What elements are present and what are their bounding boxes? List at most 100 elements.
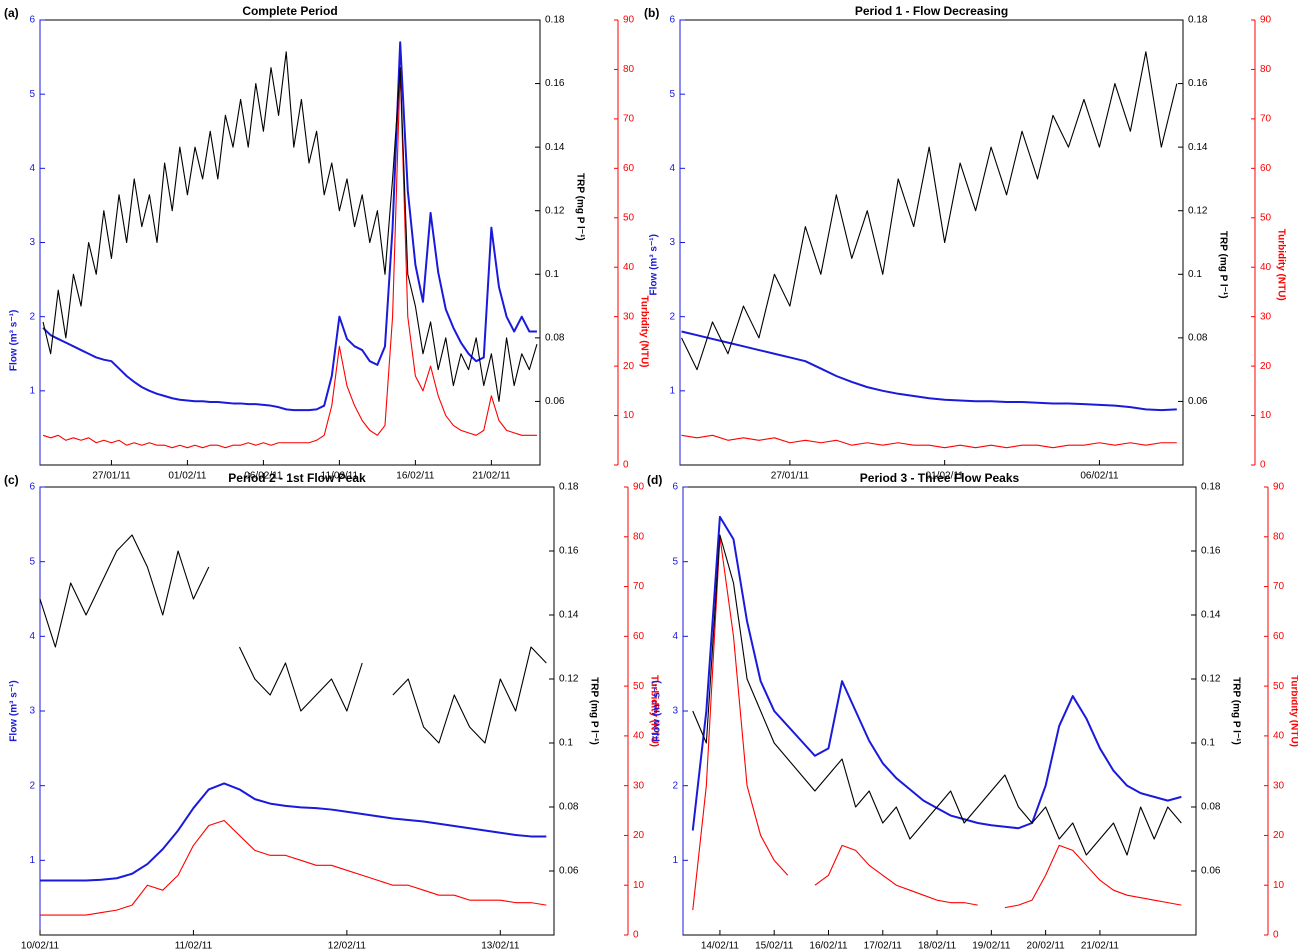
y2-tick-label: 0.06 bbox=[1188, 396, 1208, 407]
y3-tick-label: 90 bbox=[1260, 15, 1272, 26]
y-tick-label: 6 bbox=[29, 15, 35, 26]
series-line bbox=[691, 515, 1182, 831]
plot-frame bbox=[39, 486, 555, 936]
series-line bbox=[681, 330, 1177, 412]
y2-tick-label: 0.18 bbox=[559, 482, 579, 493]
y3-tick-label: 50 bbox=[623, 212, 635, 223]
y2-tick-label: 0.1 bbox=[559, 738, 573, 749]
chart-title: Period 1 - Flow Decreasing bbox=[855, 4, 1008, 18]
x-tick-label: 16/02/11 bbox=[809, 941, 848, 950]
axis-title: TRP (mg P l⁻¹) bbox=[1217, 231, 1228, 299]
series-line bbox=[692, 534, 1182, 856]
y-tick-label: 4 bbox=[29, 631, 35, 642]
y-tick-label: 5 bbox=[29, 556, 35, 567]
axis-title: TRP (mg P l⁻¹) bbox=[1230, 677, 1241, 745]
y2-tick-label: 0.08 bbox=[559, 802, 579, 813]
y-tick-label: 1 bbox=[672, 855, 678, 866]
chart-title: Period 3 - Three Flow Peaks bbox=[860, 471, 1020, 485]
y2-tick-label: 0.06 bbox=[1201, 866, 1221, 877]
x-tick-label: 12/02/11 bbox=[328, 941, 367, 950]
x-tick-label: 01/02/11 bbox=[926, 471, 965, 482]
axis-title: TRP (mg P l⁻¹) bbox=[574, 173, 585, 241]
panel-label: (c) bbox=[4, 473, 19, 487]
axis-title: Flow (m³ s⁻¹) bbox=[652, 680, 663, 741]
y2-tick-label: 0.1 bbox=[1201, 738, 1215, 749]
y3-tick-label: 30 bbox=[633, 780, 645, 791]
y2-tick-label: 0.18 bbox=[1188, 15, 1208, 26]
y3-tick-label: 0 bbox=[633, 930, 639, 941]
y2-tick-label: 0.16 bbox=[545, 78, 565, 89]
series-line bbox=[42, 51, 538, 402]
axis-title: Turbidity (NTU) bbox=[1288, 675, 1298, 747]
y3-tick-label: 10 bbox=[633, 880, 645, 891]
y3-tick-label: 10 bbox=[1273, 880, 1285, 891]
y3-tick-label: 40 bbox=[1260, 262, 1272, 273]
series-line bbox=[692, 536, 1182, 911]
y3-tick-label: 30 bbox=[623, 311, 635, 322]
y3-tick-label: 30 bbox=[1260, 311, 1272, 322]
y3-tick-label: 20 bbox=[1273, 830, 1285, 841]
chart-title: Complete Period bbox=[242, 4, 337, 18]
y2-tick-label: 0.1 bbox=[1188, 269, 1202, 280]
axis-title: Flow (m³ s⁻¹) bbox=[9, 680, 20, 741]
panel-label: (a) bbox=[4, 6, 19, 20]
y2-tick-label: 0.14 bbox=[1201, 610, 1221, 621]
y3-tick-label: 90 bbox=[623, 15, 635, 26]
y-tick-label: 3 bbox=[29, 706, 35, 717]
axis-title: Turbidity (NTU) bbox=[638, 295, 649, 367]
axis-title: Flow (m³ s⁻¹) bbox=[649, 234, 660, 295]
y3-tick-label: 80 bbox=[633, 531, 645, 542]
x-tick-label: 17/02/11 bbox=[864, 941, 903, 950]
y2-tick-label: 0.12 bbox=[559, 674, 579, 685]
y2-tick-label: 0.16 bbox=[1188, 78, 1208, 89]
chart-title: Period 2 - 1st Flow Peak bbox=[228, 471, 366, 485]
y3-tick-label: 90 bbox=[633, 482, 645, 493]
y3-tick-label: 50 bbox=[1260, 212, 1272, 223]
series-line bbox=[681, 51, 1178, 371]
y3-tick-label: 10 bbox=[1260, 410, 1272, 421]
x-tick-label: 18/02/11 bbox=[918, 941, 957, 950]
series-line bbox=[42, 68, 537, 449]
series-line bbox=[40, 819, 547, 916]
y3-tick-label: 80 bbox=[1260, 64, 1272, 75]
x-tick-label: 10/02/11 bbox=[21, 941, 60, 950]
y2-tick-label: 0.14 bbox=[559, 610, 579, 621]
y-tick-label: 1 bbox=[29, 855, 35, 866]
x-tick-label: 11/02/11 bbox=[321, 471, 359, 482]
y2-tick-label: 0.08 bbox=[1201, 802, 1221, 813]
x-tick-label: 21/02/11 bbox=[1081, 941, 1120, 950]
y3-tick-label: 30 bbox=[1273, 780, 1285, 791]
y2-tick-label: 0.08 bbox=[1188, 332, 1208, 343]
y3-tick-label: 10 bbox=[623, 410, 635, 421]
x-tick-label: 20/02/11 bbox=[1027, 941, 1066, 950]
x-tick-label: 06/02/11 bbox=[244, 471, 283, 482]
y-tick-label: 6 bbox=[669, 15, 675, 26]
x-tick-label: 14/02/11 bbox=[701, 941, 740, 950]
y-tick-label: 5 bbox=[672, 556, 678, 567]
axis-title: Flow (m³ s⁻¹) bbox=[9, 310, 20, 371]
y3-tick-label: 60 bbox=[633, 631, 645, 642]
plot-frame bbox=[682, 486, 1197, 936]
y3-tick-label: 0 bbox=[1260, 460, 1266, 471]
y-tick-label: 4 bbox=[29, 163, 35, 174]
y-tick-label: 3 bbox=[29, 237, 35, 248]
y3-tick-label: 60 bbox=[1273, 631, 1285, 642]
y-tick-label: 5 bbox=[29, 89, 35, 100]
y-tick-label: 4 bbox=[672, 631, 678, 642]
panel-label: (b) bbox=[644, 6, 659, 20]
y3-tick-label: 70 bbox=[1260, 114, 1272, 125]
y3-tick-label: 0 bbox=[1273, 930, 1279, 941]
x-tick-label: 21/02/11 bbox=[472, 471, 511, 482]
x-tick-label: 11/02/11 bbox=[175, 941, 213, 950]
y-tick-label: 2 bbox=[672, 780, 678, 791]
x-tick-label: 01/02/11 bbox=[168, 471, 207, 482]
y3-tick-label: 40 bbox=[623, 262, 635, 273]
y3-tick-label: 60 bbox=[623, 163, 635, 174]
x-tick-label: 15/02/11 bbox=[755, 941, 794, 950]
y3-tick-label: 20 bbox=[623, 361, 635, 372]
y3-tick-label: 80 bbox=[1273, 531, 1285, 542]
y-tick-label: 3 bbox=[669, 237, 675, 248]
y-tick-label: 2 bbox=[669, 311, 675, 322]
y3-tick-label: 50 bbox=[1273, 681, 1285, 692]
